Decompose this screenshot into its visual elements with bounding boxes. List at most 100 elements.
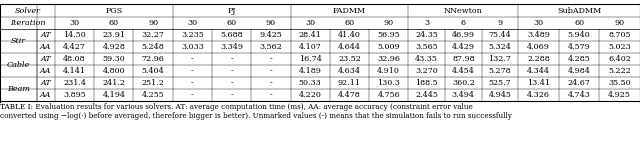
Text: 5.248: 5.248 bbox=[141, 43, 164, 51]
Text: AT: AT bbox=[40, 55, 51, 63]
Text: -: - bbox=[269, 91, 272, 99]
Text: 4.285: 4.285 bbox=[568, 55, 591, 63]
Text: 59.30: 59.30 bbox=[102, 55, 125, 63]
Text: 4.141: 4.141 bbox=[63, 67, 86, 75]
Text: 14.50: 14.50 bbox=[63, 31, 86, 39]
Text: 90: 90 bbox=[614, 19, 625, 27]
Text: 6: 6 bbox=[461, 19, 466, 27]
Text: AA: AA bbox=[40, 91, 52, 99]
Text: 4.189: 4.189 bbox=[299, 67, 322, 75]
Text: 75.44: 75.44 bbox=[488, 31, 511, 39]
Text: 5.009: 5.009 bbox=[378, 43, 400, 51]
Text: 6.402: 6.402 bbox=[608, 55, 631, 63]
Text: 132.7: 132.7 bbox=[488, 55, 511, 63]
Text: 251.2: 251.2 bbox=[141, 79, 164, 87]
Text: 4.800: 4.800 bbox=[102, 67, 125, 75]
Text: FADMM: FADMM bbox=[333, 7, 366, 14]
Text: 4.478: 4.478 bbox=[338, 91, 361, 99]
Text: 4.069: 4.069 bbox=[527, 43, 550, 51]
Text: -: - bbox=[191, 67, 194, 75]
Text: 8.705: 8.705 bbox=[609, 31, 631, 39]
Text: 5.404: 5.404 bbox=[141, 67, 164, 75]
Text: 13.41: 13.41 bbox=[527, 79, 550, 87]
Text: 23.52: 23.52 bbox=[338, 55, 361, 63]
Text: 4.107: 4.107 bbox=[299, 43, 321, 51]
Text: 3.494: 3.494 bbox=[452, 91, 475, 99]
Text: 90: 90 bbox=[266, 19, 276, 27]
Text: 360.2: 360.2 bbox=[452, 79, 475, 87]
Text: 4.454: 4.454 bbox=[452, 67, 475, 75]
Text: 3.895: 3.895 bbox=[63, 91, 86, 99]
Text: Stir: Stir bbox=[11, 37, 26, 45]
Text: AT: AT bbox=[40, 79, 51, 87]
Text: -: - bbox=[269, 79, 272, 87]
Text: 3.349: 3.349 bbox=[220, 43, 243, 51]
Text: 4.255: 4.255 bbox=[141, 91, 164, 99]
Text: 231.4: 231.4 bbox=[63, 79, 86, 87]
Text: 4.579: 4.579 bbox=[568, 43, 591, 51]
Text: 4.925: 4.925 bbox=[608, 91, 631, 99]
Text: 23.91: 23.91 bbox=[102, 31, 125, 39]
Text: 24.35: 24.35 bbox=[415, 31, 438, 39]
Text: 5.222: 5.222 bbox=[608, 67, 631, 75]
Text: 4.644: 4.644 bbox=[338, 43, 361, 51]
Text: AA: AA bbox=[40, 67, 52, 75]
Text: -: - bbox=[269, 67, 272, 75]
Text: SubADMM: SubADMM bbox=[557, 7, 601, 14]
Text: 30: 30 bbox=[305, 19, 316, 27]
Text: 60: 60 bbox=[109, 19, 119, 27]
Text: 56.95: 56.95 bbox=[378, 31, 400, 39]
Text: TABLE I: Evaluation results for various solvers. AT: average computation time (m: TABLE I: Evaluation results for various … bbox=[0, 103, 512, 120]
Text: -: - bbox=[230, 55, 233, 63]
Text: 60: 60 bbox=[344, 19, 355, 27]
Text: 188.5: 188.5 bbox=[415, 79, 438, 87]
Text: Cable: Cable bbox=[6, 61, 30, 69]
Text: 525.7: 525.7 bbox=[489, 79, 511, 87]
Text: -: - bbox=[230, 91, 233, 99]
Text: 4.743: 4.743 bbox=[568, 91, 591, 99]
Text: AT: AT bbox=[40, 31, 51, 39]
Text: 30: 30 bbox=[188, 19, 198, 27]
Text: 72.96: 72.96 bbox=[141, 55, 164, 63]
Text: 5.940: 5.940 bbox=[568, 31, 591, 39]
Text: 48.08: 48.08 bbox=[63, 55, 86, 63]
Text: 90: 90 bbox=[148, 19, 158, 27]
Text: 30: 30 bbox=[534, 19, 543, 27]
Text: 30: 30 bbox=[70, 19, 79, 27]
Text: 3.565: 3.565 bbox=[415, 43, 438, 51]
Text: 35.50: 35.50 bbox=[609, 79, 631, 87]
Text: 4.984: 4.984 bbox=[568, 67, 591, 75]
Text: -: - bbox=[269, 55, 272, 63]
Text: 50.33: 50.33 bbox=[299, 79, 321, 87]
Text: 16.74: 16.74 bbox=[299, 55, 322, 63]
Text: 4.945: 4.945 bbox=[488, 91, 511, 99]
Text: Iteration: Iteration bbox=[10, 19, 45, 27]
Text: 4.344: 4.344 bbox=[527, 67, 550, 75]
Text: PJ: PJ bbox=[227, 7, 236, 14]
Text: 3.033: 3.033 bbox=[181, 43, 204, 51]
Text: 32.96: 32.96 bbox=[377, 55, 400, 63]
Text: 32.27: 32.27 bbox=[141, 31, 164, 39]
Text: 2.288: 2.288 bbox=[527, 55, 550, 63]
Text: 4.928: 4.928 bbox=[102, 43, 125, 51]
Text: 90: 90 bbox=[383, 19, 394, 27]
Text: -: - bbox=[230, 79, 233, 87]
Text: 92.11: 92.11 bbox=[338, 79, 361, 87]
Text: -: - bbox=[191, 91, 194, 99]
Text: 4.194: 4.194 bbox=[102, 91, 125, 99]
Text: 3.235: 3.235 bbox=[181, 31, 204, 39]
Text: Beam: Beam bbox=[7, 85, 30, 93]
Text: 2.445: 2.445 bbox=[415, 91, 438, 99]
Text: 5.023: 5.023 bbox=[609, 43, 631, 51]
Text: 3.489: 3.489 bbox=[527, 31, 550, 39]
Text: 3: 3 bbox=[424, 19, 429, 27]
Text: 4.427: 4.427 bbox=[63, 43, 86, 51]
Text: 4.429: 4.429 bbox=[452, 43, 475, 51]
Text: 24.67: 24.67 bbox=[568, 79, 591, 87]
Text: 5.688: 5.688 bbox=[220, 31, 243, 39]
Text: 130.3: 130.3 bbox=[377, 79, 400, 87]
Text: -: - bbox=[191, 55, 194, 63]
Text: 5.324: 5.324 bbox=[488, 43, 511, 51]
Text: 4.910: 4.910 bbox=[377, 67, 400, 75]
Text: 5.278: 5.278 bbox=[489, 67, 511, 75]
